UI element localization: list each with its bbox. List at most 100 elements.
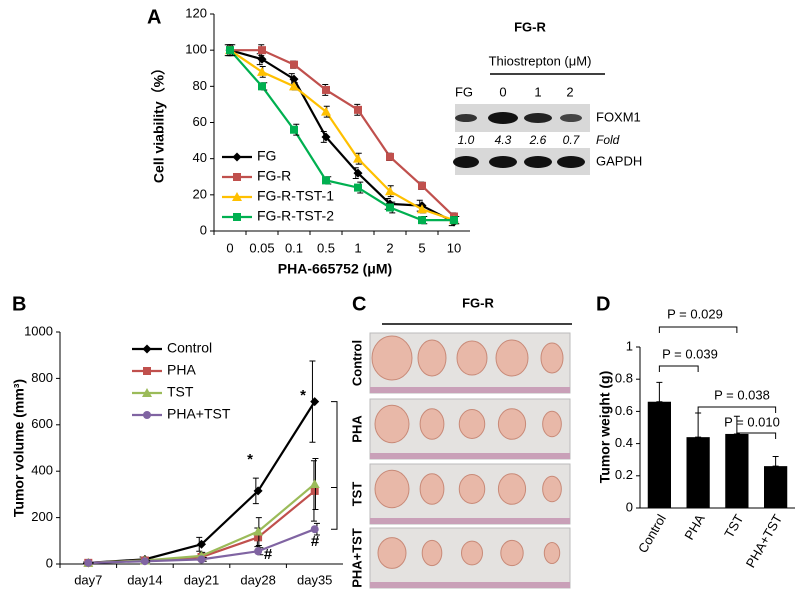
point	[258, 82, 266, 91]
fold-value: 2.6	[529, 133, 547, 147]
x-tick-label: 0	[226, 240, 233, 255]
annotation: #	[264, 546, 273, 563]
bar	[686, 437, 710, 508]
legend-label: FG-R	[257, 168, 291, 184]
x-tick-label: day35	[297, 572, 332, 587]
legend-label: PHA	[167, 362, 196, 378]
ruler	[370, 582, 570, 588]
legend-label: FG	[257, 148, 276, 164]
band	[488, 112, 518, 124]
point	[140, 557, 149, 566]
series-line	[88, 401, 316, 564]
y-axis-label: Tumor weight (g)	[597, 371, 613, 484]
tumor	[458, 474, 486, 504]
point	[290, 125, 298, 134]
tumor	[377, 537, 407, 569]
y-tick-label: 60	[193, 114, 207, 129]
y-tick-label: 0.4	[615, 435, 633, 450]
y-axis-label: Tumor volume (mm³)	[11, 379, 27, 517]
photo-title: FG-R	[462, 295, 494, 310]
y-tick-label: 120	[185, 5, 207, 20]
fold-label: Fold	[596, 133, 620, 147]
point	[258, 46, 266, 55]
tumor	[419, 408, 445, 440]
tumor	[497, 408, 527, 440]
lane-label: FG	[455, 84, 473, 99]
y-tick-label: 0.6	[615, 403, 633, 418]
tumor	[374, 404, 410, 444]
fold-value: 1.0	[458, 133, 475, 147]
point	[84, 558, 93, 567]
legend-label: PHA+TST	[167, 406, 231, 422]
panel-letter: D	[596, 293, 610, 315]
lane-label: 1	[534, 84, 541, 99]
p-value: P = 0.039	[662, 346, 718, 361]
band	[557, 156, 585, 168]
tumor	[543, 542, 561, 564]
point	[226, 46, 234, 55]
point	[417, 204, 427, 214]
y-tick-label: 1000	[24, 323, 53, 338]
y-tick-label: 0.8	[615, 371, 633, 386]
legend-marker	[143, 411, 151, 419]
row-label: TST	[349, 482, 364, 507]
band	[453, 156, 479, 168]
band	[489, 156, 517, 168]
point	[310, 525, 319, 534]
y-tick-label: 0	[626, 499, 633, 514]
point	[310, 486, 319, 495]
y-tick-label: 0	[200, 222, 207, 237]
x-tick-label: PHA	[681, 511, 708, 542]
tumor	[500, 539, 524, 567]
legend-marker	[142, 344, 152, 354]
tumor	[458, 409, 486, 439]
band	[455, 114, 477, 122]
point	[197, 555, 206, 564]
x-tick-label: day28	[240, 572, 275, 587]
y-tick-label: 0	[46, 555, 53, 570]
x-tick-label: 0.5	[317, 240, 335, 255]
tumor	[497, 473, 527, 505]
annotation: #	[311, 533, 320, 550]
point	[354, 183, 362, 192]
annotation: *	[300, 387, 306, 404]
x-tick-label: 1	[354, 240, 361, 255]
point	[386, 152, 394, 161]
y-axis-label: Cell viability（%）	[151, 61, 167, 183]
y-tick-label: 100	[185, 42, 207, 57]
bar	[764, 466, 788, 508]
band	[524, 113, 552, 123]
row-label: Control	[349, 340, 364, 386]
x-tick-label: 0.05	[249, 240, 274, 255]
row-label: PHA+TST	[349, 528, 364, 588]
y-tick-label: 600	[31, 416, 53, 431]
x-tick-label: PHA+TST	[743, 512, 785, 571]
bracket	[331, 486, 338, 530]
legend-label: Control	[167, 340, 212, 356]
point	[322, 85, 330, 94]
legend-marker	[232, 192, 242, 201]
x-tick-label: Control	[635, 512, 669, 556]
x-tick-label: 2	[386, 240, 393, 255]
x-tick-label: day7	[74, 572, 102, 587]
legend-marker	[232, 152, 242, 162]
band	[524, 156, 552, 168]
error-bar	[772, 455, 779, 467]
legend-label: FG-R-TST-1	[257, 188, 334, 204]
x-tick-label: 5	[418, 240, 425, 255]
point	[353, 168, 363, 178]
tumor	[371, 335, 413, 381]
ruler	[370, 518, 570, 524]
tumor	[540, 342, 564, 374]
y-tick-label: 1	[626, 338, 633, 353]
series-line	[230, 49, 455, 218]
point	[321, 106, 331, 116]
point	[321, 132, 331, 142]
panel-letter: C	[352, 293, 366, 315]
panel-letter: B	[12, 293, 26, 315]
point	[290, 60, 298, 69]
y-tick-label: 20	[193, 186, 207, 201]
y-tick-label: 800	[31, 370, 53, 385]
lane-label: 2	[566, 84, 573, 99]
